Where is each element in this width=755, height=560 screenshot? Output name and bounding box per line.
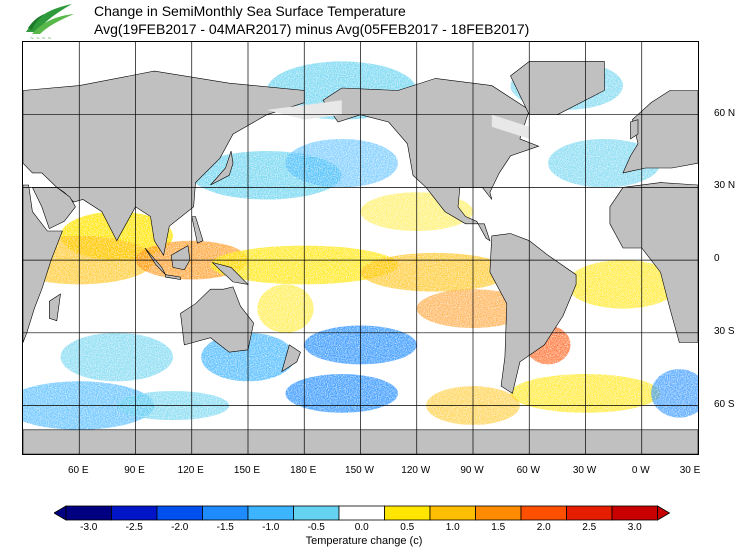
colorbar-tick-label: 3.0 (627, 522, 642, 533)
colorbar-tick-label: 0.5 (400, 522, 415, 533)
colorbar-swatch (338, 505, 385, 521)
longitude-label: 30 E (679, 465, 701, 476)
colorbar-swatch (111, 505, 158, 521)
colorbar-swatch (429, 505, 476, 521)
latitude-label: 60 N (714, 107, 736, 119)
latitude-label: 30 N (714, 180, 736, 192)
colorbar-swatch (156, 505, 203, 521)
colorbar-swatch (65, 505, 112, 521)
longitude-label: 60 E (67, 465, 89, 476)
colorbar-swatch (520, 505, 567, 521)
colorbar-tick-label: -2.0 (171, 522, 189, 533)
longitude-label: 90 E (124, 465, 145, 476)
svg-text:~ ~ ~ ~: ~ ~ ~ ~ (30, 36, 52, 42)
longitude-label: 120 W (401, 465, 431, 476)
longitude-label: 60 W (516, 465, 540, 476)
longitude-label: 0 W (631, 465, 650, 476)
chart-subtitle: Avg(19FEB2017 - 04MAR2017) minus Avg(05F… (94, 21, 530, 37)
longitude-label: 90 W (460, 465, 484, 476)
longitude-label: 120 E (177, 465, 204, 476)
colorbar-tick-label: 0.0 (354, 522, 369, 533)
latitude-label: 0 (714, 253, 720, 265)
colorbar-swatch (384, 505, 431, 521)
colorbar-right-arrow (657, 505, 671, 521)
lat-lon-grid (23, 42, 698, 454)
sst-map (22, 41, 699, 455)
colorbar-tick-label: 2.0 (536, 522, 551, 533)
colorbar-tick-label: -3.0 (80, 522, 98, 533)
colorbar-swatch (611, 505, 658, 521)
colorbar-tick-label: -2.5 (125, 522, 143, 533)
colorbar-swatch (247, 505, 294, 521)
colorbar-tick-label: -1.5 (216, 522, 234, 533)
longitude-label: 30 W (572, 465, 597, 476)
latitude-label: 60 S (714, 398, 735, 410)
colorbar-tick-label: -0.5 (307, 522, 325, 533)
longitude-label: 180 E (290, 465, 317, 476)
colorbar-swatch (202, 505, 249, 521)
latitude-label: 30 S (714, 325, 735, 337)
colorbar-tick-label: 1.0 (445, 522, 460, 533)
colorbar-tick-label: 2.5 (582, 522, 597, 533)
longitude-label: 150 W (345, 465, 374, 476)
colorbar-tick-label: 1.5 (491, 522, 506, 533)
colorbar-swatch (293, 505, 340, 521)
longitude-label: 150 E (233, 465, 261, 476)
colorbar-swatch (475, 505, 522, 521)
colorbar-tick-label: -1.0 (262, 522, 280, 533)
colorbar-swatch (566, 505, 613, 521)
colorbar-left-arrow (54, 505, 67, 521)
colorbar (54, 505, 671, 521)
noaa-logo-icon: ~ ~ ~ ~ (26, 4, 74, 42)
chart-title: Change in SemiMonthly Sea Surface Temper… (94, 3, 406, 19)
colorbar-title: Temperature change (c) (305, 535, 423, 547)
